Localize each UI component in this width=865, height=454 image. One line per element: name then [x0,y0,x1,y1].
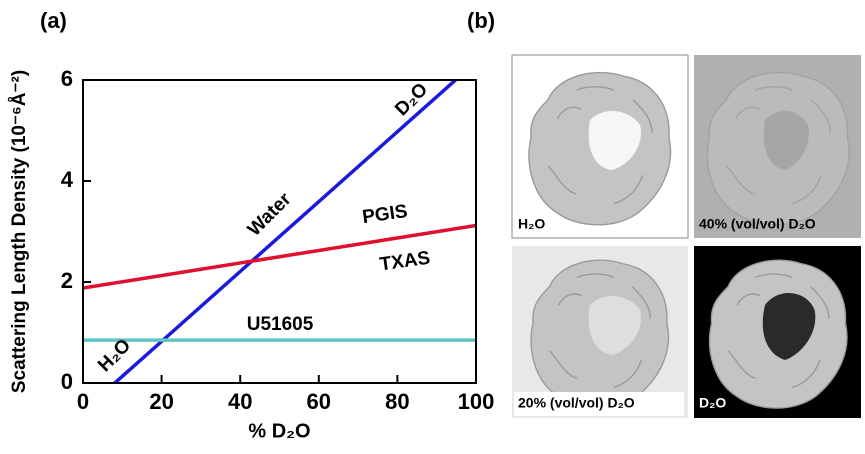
x-tick-label: 80 [385,389,409,414]
x-tick-label: 60 [307,389,331,414]
y-tick-label: 2 [61,268,73,293]
cavity [588,110,641,170]
annotation: D₂O [391,79,432,120]
plot-frame [82,79,477,384]
y-tick-label: 4 [61,167,74,192]
x-axis-label: % D₂O [248,420,310,442]
y-tick-label: 6 [61,66,73,91]
x-tick-label: 0 [77,389,89,414]
x-tick-label: 20 [149,389,173,414]
series-line [83,223,476,290]
tile-label: 40% (vol/vol) D₂O [699,216,816,232]
cavity [588,295,641,355]
tile-label: 20% (vol/vol) D₂O [518,395,635,411]
y-axis-label: Scattering Length Density (10⁻⁶Å⁻²) [9,70,30,393]
label-box [514,392,684,416]
tile-label: H₂O [518,216,545,232]
x-tick-label: 40 [228,389,252,414]
panel-label: (a) [40,8,67,33]
series-label: U51605 [247,314,314,335]
cavity [762,293,816,360]
x-tick-label: 100 [458,389,495,414]
tile-label: D₂O [699,395,726,411]
cavity [763,110,809,170]
panel-label: (b) [467,8,495,33]
y-tick-label: 0 [61,369,73,394]
series-label: Water [244,188,296,240]
series-label: PGIS [361,201,409,228]
annotation: TXAS [378,248,431,276]
series-line [112,80,459,383]
